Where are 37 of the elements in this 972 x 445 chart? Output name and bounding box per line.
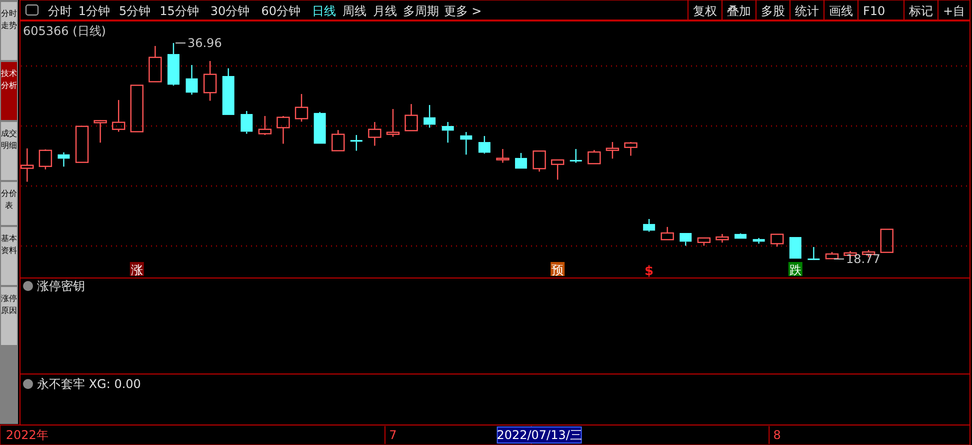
text: 周线 <box>342 4 366 18</box>
text: 30分钟 <box>210 4 250 18</box>
text: 多周期 <box>403 4 440 18</box>
text: 15分钟 <box>160 4 199 18</box>
text: 涨 <box>130 263 143 277</box>
text: 统计 <box>795 4 819 18</box>
annotation: 36.96 <box>187 36 222 50</box>
text: 分价表 <box>1 189 17 210</box>
text: 标记 <box>908 4 933 18</box>
text: 多股 <box>761 4 785 18</box>
text: 技术分析 <box>0 69 17 90</box>
text: +自 <box>943 4 966 18</box>
text: 永不套牢 XG: 0.00 <box>37 377 141 391</box>
text: 基本资料 <box>1 234 17 255</box>
text: 分时走势 <box>1 9 17 30</box>
text: 复权 <box>693 4 717 18</box>
text: 成交明细 <box>1 129 17 150</box>
x-tick-label: 2022年 <box>6 428 48 442</box>
text: 日线 <box>312 4 336 18</box>
annotation: 18.77 <box>846 252 880 266</box>
text: 更多 > <box>444 4 482 18</box>
x-tick-label: 8 <box>773 428 781 442</box>
text: 60分钟 <box>261 4 300 18</box>
text: 月线 <box>372 4 397 18</box>
text: 分时 <box>48 4 72 18</box>
text: F10 <box>863 4 886 18</box>
text: $ <box>644 264 654 279</box>
text: 5分钟 <box>119 4 151 18</box>
text: 1分钟 <box>78 4 110 18</box>
text: 涨停密钥 <box>37 279 85 293</box>
text: 画线 <box>829 4 853 18</box>
text: 涨停原因 <box>1 294 17 315</box>
x-tick-label: 7 <box>389 428 397 442</box>
text: 跌 <box>789 263 802 277</box>
text: 预 <box>552 263 564 277</box>
chart-title: 605366 (日线) <box>23 24 106 38</box>
text: 叠加 <box>727 4 751 18</box>
